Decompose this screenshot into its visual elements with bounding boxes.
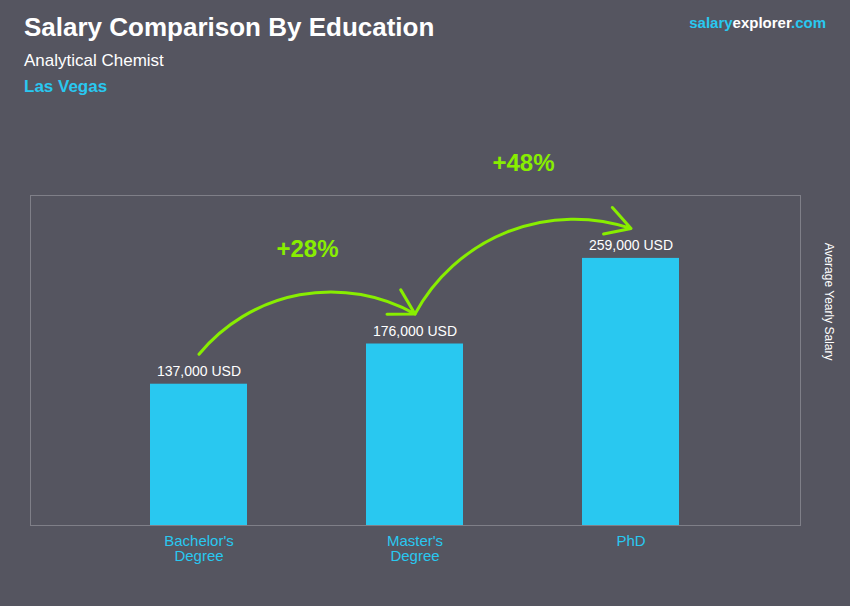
svg-text:Master'sDegree: Master'sDegree (387, 532, 443, 564)
html-text:Las Vegas: Las Vegas (24, 77, 108, 96)
svg-text:Bachelor'sDegree: Bachelor'sDegree (164, 532, 234, 564)
svg-text:137,000 USD: 137,000 USD (157, 363, 241, 379)
svg-text:PhD: PhD (616, 532, 645, 549)
svg-text:259,000 USD: 259,000 USD (589, 237, 673, 253)
svg-text:+28%: +28% (276, 235, 338, 262)
html-text:Analytical Chemist: Analytical Chemist (24, 51, 164, 70)
svg-text:+48%: +48% (492, 149, 554, 176)
html-text:Salary Comparison By Education: Salary Comparison By Education (24, 12, 435, 42)
html-text:salary explorer.com: salary explorer.com (689, 14, 826, 31)
svg-text:Average Yearly Salary: Average Yearly Salary (822, 243, 836, 361)
svg-text:176,000 USD: 176,000 USD (373, 323, 457, 339)
